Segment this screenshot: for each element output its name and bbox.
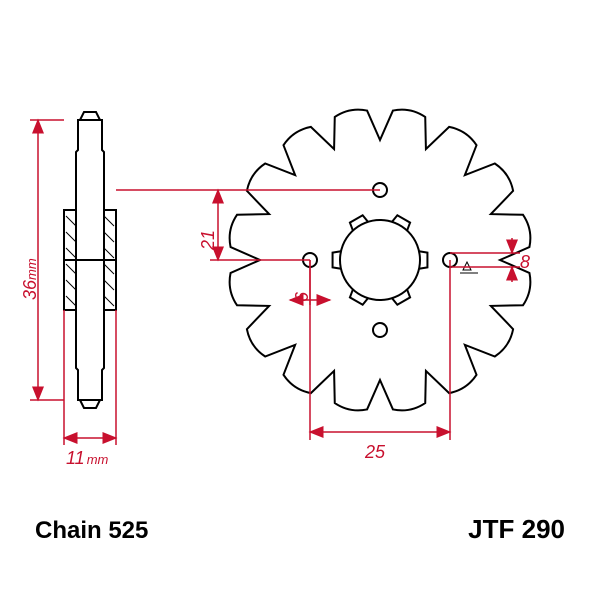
dim-25: 25 bbox=[365, 442, 385, 463]
front-dims bbox=[116, 190, 520, 440]
part-number: JTF 290 bbox=[468, 514, 565, 545]
dim-8: 8 bbox=[520, 252, 530, 273]
dim-11: 11mm bbox=[66, 448, 108, 469]
side-profile bbox=[64, 112, 116, 408]
dim-6: 6 bbox=[292, 292, 313, 302]
dim-36: 36mm bbox=[20, 258, 41, 300]
diagram-container: { "part": { "chain_label": "Chain 525", … bbox=[0, 0, 600, 600]
dim-21: 21 bbox=[198, 230, 219, 250]
chain-label: Chain 525 bbox=[35, 517, 148, 545]
